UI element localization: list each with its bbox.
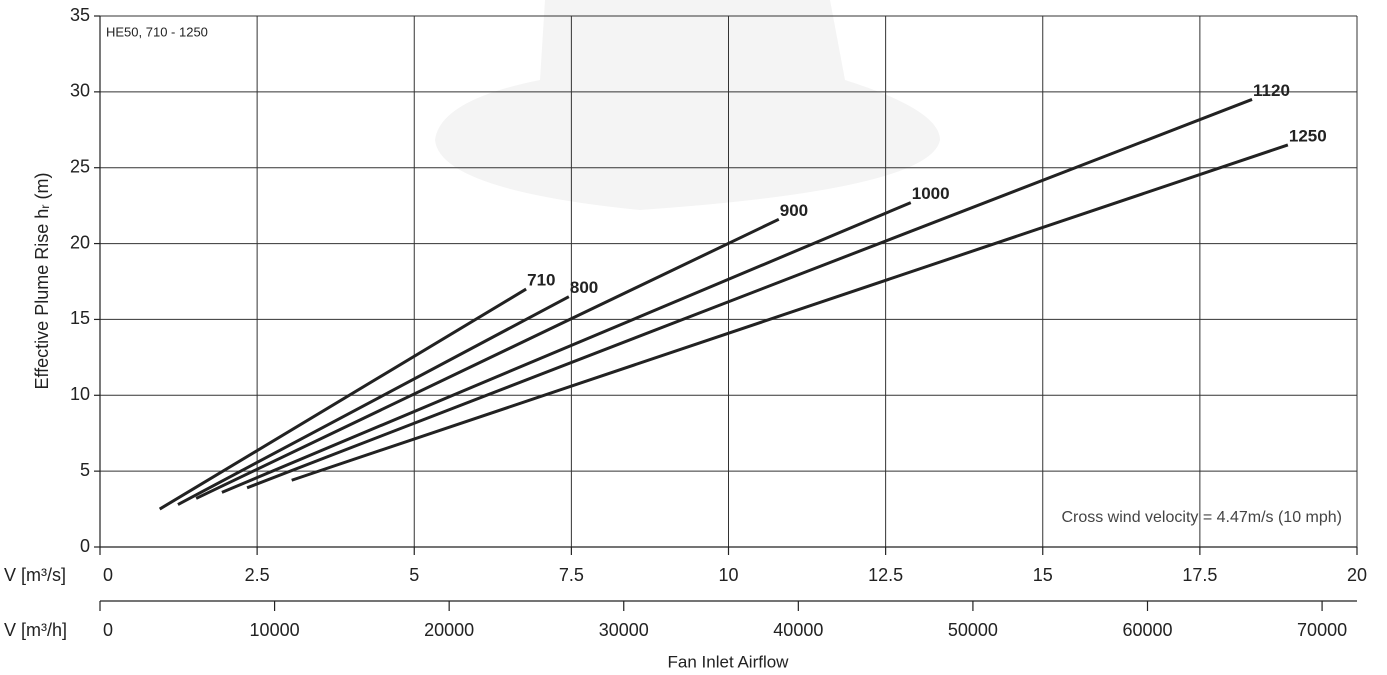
- x2-tick-label: 60000: [1122, 620, 1172, 640]
- series-line: [221, 201, 912, 494]
- series-label: 800: [570, 278, 598, 297]
- x2-tick-label: 10000: [250, 620, 300, 640]
- x-tick-label: 0: [103, 565, 113, 585]
- y-tick-label: 25: [70, 156, 90, 176]
- series-label: 1250: [1289, 126, 1327, 145]
- y-tick-label: 20: [70, 232, 90, 252]
- x-tick-label: 5: [409, 565, 419, 585]
- background-image: [435, 0, 940, 210]
- series-line: [246, 98, 1253, 490]
- x-axis-label: V [m³/s]: [4, 565, 66, 585]
- series-label: 710: [527, 271, 555, 290]
- series-line: [195, 217, 780, 500]
- series-label: 900: [780, 201, 808, 220]
- series-line: [158, 287, 527, 511]
- series-label: 1120: [1253, 81, 1290, 100]
- x-tick-label: 20: [1347, 565, 1367, 585]
- x-tick-label: 7.5: [559, 565, 584, 585]
- x-tick-label: 12.5: [868, 565, 903, 585]
- y-tick-label: 10: [70, 384, 90, 404]
- y-axis-title: Effective Plume Rise hᵣ (m): [32, 172, 52, 389]
- y-tick-label: 35: [70, 5, 90, 25]
- x2-tick-label: 0: [103, 620, 113, 640]
- x2-tick-label: 40000: [773, 620, 823, 640]
- series-line: [177, 295, 570, 506]
- series-line: [291, 143, 1289, 482]
- x2-axis-label: V [m³/h]: [4, 620, 67, 640]
- x2-tick-label: 50000: [948, 620, 998, 640]
- x-tick-label: 15: [1033, 565, 1053, 585]
- x-axis-title: Fan Inlet Airflow: [668, 652, 790, 671]
- x2-tick-label: 30000: [599, 620, 649, 640]
- x-tick-label: 2.5: [245, 565, 270, 585]
- y-tick-label: 15: [70, 308, 90, 328]
- x2-tick-label: 20000: [424, 620, 474, 640]
- y-tick-label: 30: [70, 81, 90, 101]
- x-tick-label: 17.5: [1182, 565, 1217, 585]
- x-tick-label: 10: [718, 565, 738, 585]
- x2-tick-label: 70000: [1297, 620, 1347, 640]
- chart-annotation: HE50, 710 - 1250: [106, 24, 208, 39]
- series-label: 1000: [912, 184, 950, 203]
- y-tick-label: 5: [80, 460, 90, 480]
- y-tick-label: 0: [80, 536, 90, 556]
- chart-annotation: Cross wind velocity = 4.47m/s (10 mph): [1061, 509, 1342, 526]
